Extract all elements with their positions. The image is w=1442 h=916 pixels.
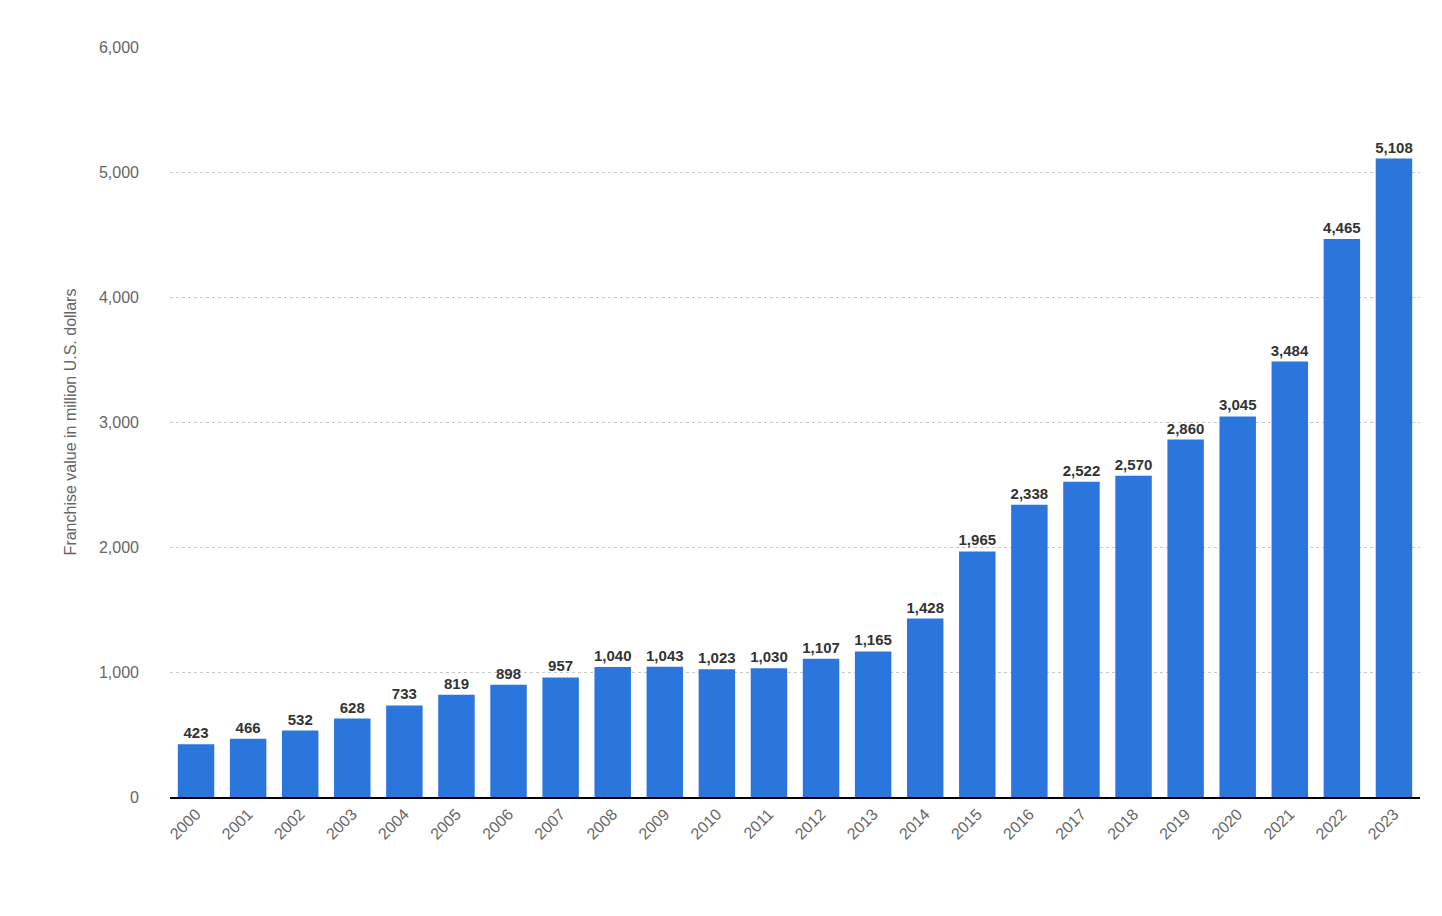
svg-text:2022: 2022 [1312,805,1349,842]
svg-text:1,428: 1,428 [906,599,944,616]
svg-text:2019: 2019 [1156,805,1193,842]
svg-text:898: 898 [496,665,521,682]
svg-text:2,570: 2,570 [1115,456,1153,473]
svg-text:0: 0 [130,789,139,806]
svg-text:1,965: 1,965 [959,531,997,548]
svg-text:2004: 2004 [375,805,412,842]
svg-text:1,030: 1,030 [750,648,788,665]
svg-text:5,108: 5,108 [1375,139,1413,156]
svg-text:466: 466 [236,719,261,736]
svg-text:4,000: 4,000 [99,289,139,306]
svg-text:2005: 2005 [427,805,464,842]
svg-text:2015: 2015 [948,805,985,842]
svg-text:1,043: 1,043 [646,647,684,664]
svg-text:6,000: 6,000 [99,39,139,56]
svg-text:2013: 2013 [844,805,881,842]
svg-text:2002: 2002 [271,805,308,842]
svg-text:2006: 2006 [479,805,516,842]
svg-text:1,000: 1,000 [99,664,139,681]
svg-text:5,000: 5,000 [99,164,139,181]
svg-text:2023: 2023 [1365,805,1402,842]
svg-text:2020: 2020 [1208,805,1245,842]
svg-text:2017: 2017 [1052,805,1089,842]
svg-text:733: 733 [392,685,417,702]
svg-text:2010: 2010 [687,805,724,842]
svg-text:2014: 2014 [896,805,933,842]
svg-text:1,023: 1,023 [698,649,736,666]
svg-text:1,107: 1,107 [802,639,840,656]
svg-text:2018: 2018 [1104,805,1141,842]
svg-text:819: 819 [444,675,469,692]
svg-text:Franchise value in million U.S: Franchise value in million U.S. dollars [62,289,79,556]
svg-text:2,860: 2,860 [1167,420,1205,437]
svg-text:2011: 2011 [740,805,776,841]
svg-text:2009: 2009 [635,805,672,842]
svg-text:2003: 2003 [323,805,360,842]
svg-text:423: 423 [184,724,209,741]
svg-text:2016: 2016 [1000,805,1037,842]
svg-text:3,000: 3,000 [99,414,139,431]
svg-text:957: 957 [548,657,573,674]
svg-text:2008: 2008 [583,805,620,842]
svg-text:2000: 2000 [167,805,204,842]
svg-text:2012: 2012 [792,805,829,842]
svg-text:2,338: 2,338 [1011,485,1049,502]
svg-text:2001: 2001 [219,805,256,842]
svg-text:532: 532 [288,711,313,728]
svg-text:2,000: 2,000 [99,539,139,556]
svg-text:4,465: 4,465 [1323,219,1361,236]
svg-text:3,045: 3,045 [1219,396,1257,413]
svg-text:1,165: 1,165 [854,631,892,648]
svg-text:2007: 2007 [531,805,568,842]
svg-text:3,484: 3,484 [1271,342,1309,359]
svg-text:1,040: 1,040 [594,647,632,664]
svg-text:2021: 2021 [1260,805,1297,842]
svg-text:628: 628 [340,699,365,716]
svg-text:2,522: 2,522 [1063,462,1101,479]
